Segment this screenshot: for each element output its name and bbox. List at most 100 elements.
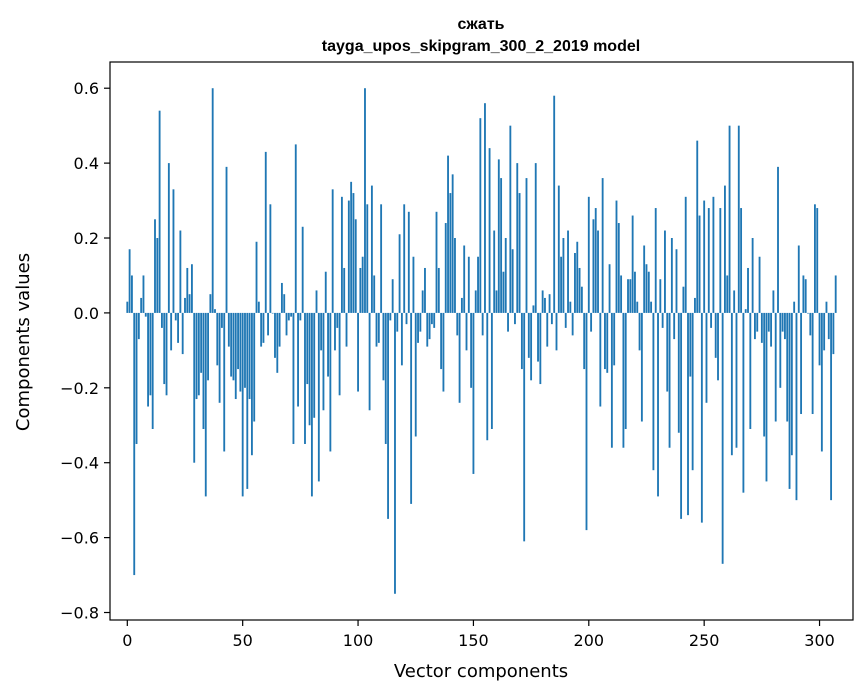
bar [126,301,129,313]
bar [634,271,636,313]
bar [370,185,373,313]
y-tick-label: −0.2 [60,379,99,398]
bar [202,312,205,429]
bar [142,275,145,313]
bar [664,230,666,313]
bar [200,312,203,373]
x-tick-label: 0 [122,631,132,650]
bar [744,309,747,313]
bar [793,301,796,313]
bar [285,312,288,336]
bar [147,312,149,407]
bar [629,279,632,313]
bar [204,312,207,497]
bar [135,312,138,444]
bar [571,312,574,336]
x-axis-label: Vector components [394,661,568,682]
bar [537,312,539,362]
plot-frame [109,61,854,621]
bar [329,312,332,452]
y-tick-label: −0.8 [60,604,99,623]
bar [717,312,719,381]
bar [398,234,401,313]
bar [357,312,359,392]
bar [170,312,173,351]
bar [763,312,766,437]
bar [523,312,526,542]
bar [541,290,544,313]
bar [140,297,143,313]
bar [583,312,586,370]
bar [267,312,269,336]
bar [336,312,339,328]
bar [253,312,256,422]
bar [474,290,477,313]
bar [225,166,228,313]
bar [647,271,650,313]
bar [585,312,588,531]
bar [532,305,535,313]
bar [684,196,687,313]
bar [823,312,826,351]
bar [237,312,239,370]
bar [412,256,415,313]
bar [197,312,200,396]
bar [223,312,226,452]
bar [638,312,641,351]
bar [403,204,406,313]
bar [504,238,507,313]
bar [520,312,523,370]
bar [313,312,316,418]
bar [463,245,466,313]
bar [451,174,454,313]
bar [490,312,493,429]
bar [160,312,163,328]
bar [502,271,505,313]
bar [405,312,408,325]
bar [380,204,383,313]
y-axis-ticks: −0.8 −0.6 −0.4 −0.2 0.0 0.2 0.4 0.6 [60,79,110,623]
bar [442,312,445,392]
bar [507,312,509,332]
bar [698,215,701,313]
bar [705,312,708,403]
bar [331,189,334,313]
bar [276,312,279,373]
bar [156,238,159,313]
bar [190,264,193,313]
bar [396,312,399,332]
bar [430,312,433,325]
bar [274,312,276,358]
bar [195,312,198,400]
bar [375,312,378,347]
chart-title: сжать [457,16,504,33]
bar [327,312,329,377]
bar [624,312,627,429]
bar [184,297,186,313]
bar [419,312,422,332]
bar [306,312,309,385]
y-tick-label: 0.4 [74,154,99,173]
bar [244,312,246,388]
bar [437,267,440,313]
bar [652,312,655,471]
bar [188,294,191,313]
bar [659,279,662,313]
bar [516,163,519,313]
bar [696,140,699,313]
bar [350,181,353,313]
bar [488,148,491,313]
bar [574,252,576,313]
bar [151,312,154,429]
bar [597,230,599,313]
bar [747,267,749,313]
x-tick-label: 100 [343,631,374,650]
bar [227,312,230,347]
bar [131,275,133,313]
bar [751,238,754,313]
bar [645,264,648,313]
bar [606,312,609,373]
bar [158,110,161,313]
bar [802,275,805,313]
bar [760,312,763,343]
